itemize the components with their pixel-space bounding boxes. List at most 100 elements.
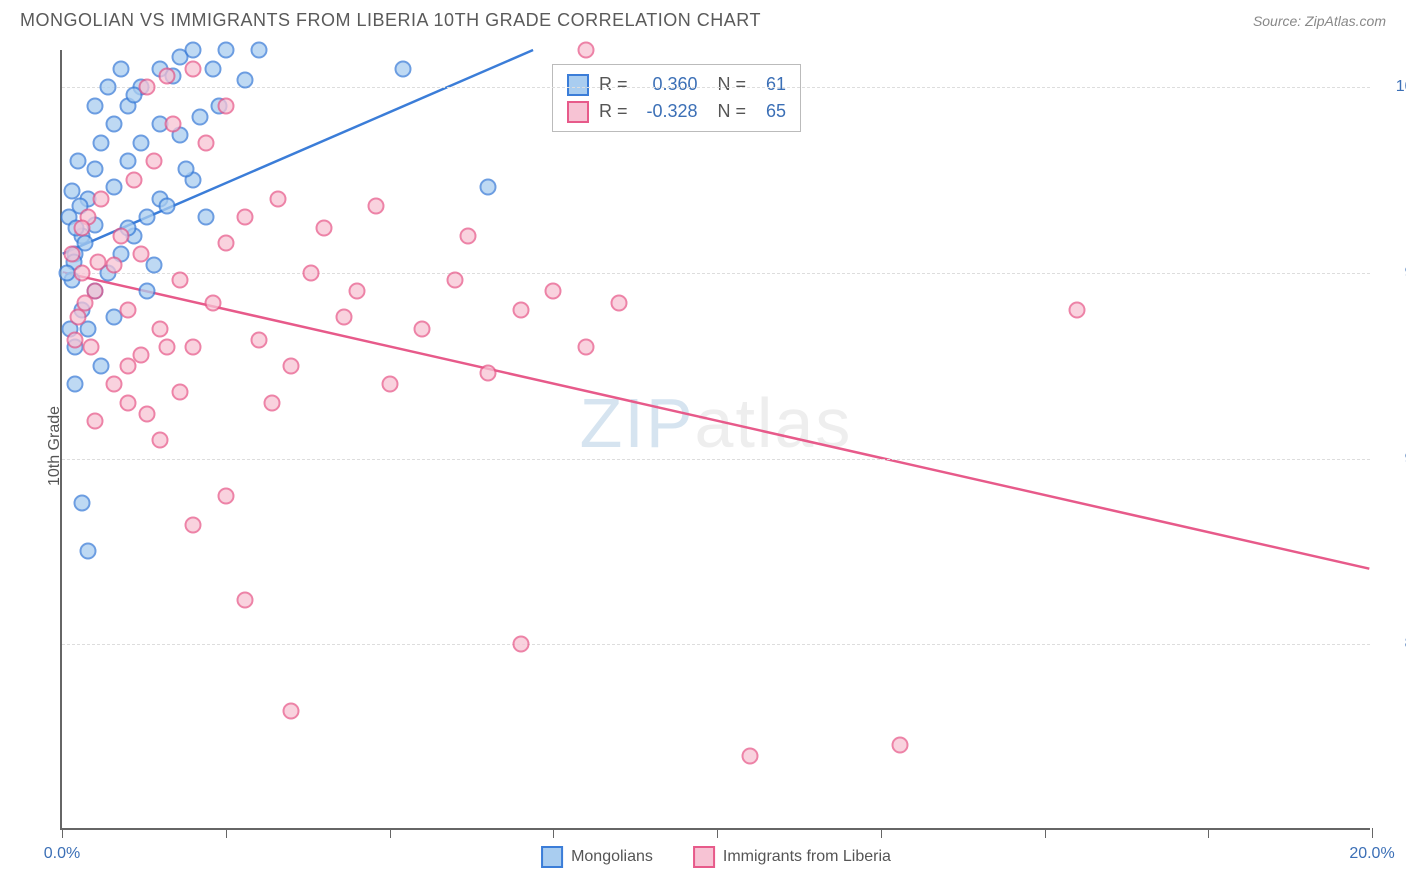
data-point [119,394,136,411]
data-point [158,339,175,356]
legend-row: R =-0.328N =65 [567,98,786,125]
data-point [185,42,202,59]
data-point [217,42,234,59]
data-point [892,736,909,753]
data-point [250,331,267,348]
data-point [145,257,162,274]
data-point [545,283,562,300]
data-point [237,209,254,226]
chart-plot-area: ZIPatlas R =0.360N =61R =-0.328N =65 Mon… [60,50,1370,830]
data-point [73,495,90,512]
data-point [139,406,156,423]
data-point [70,153,87,170]
y-tick-label: 90.0% [1380,450,1406,468]
data-point [414,320,431,337]
data-point [86,97,103,114]
data-point [93,134,110,151]
data-point [185,517,202,534]
data-point [270,190,287,207]
data-point [132,134,149,151]
x-tick [553,828,554,838]
legend-swatch [541,846,563,868]
series-legend: Mongolians Immigrants from Liberia [541,846,891,868]
data-point [145,153,162,170]
data-point [67,331,84,348]
data-point [99,79,116,96]
data-point [217,97,234,114]
data-point [512,636,529,653]
data-point [447,272,464,289]
chart-title: MONGOLIAN VS IMMIGRANTS FROM LIBERIA 10T… [20,10,761,31]
data-point [171,383,188,400]
data-point [93,190,110,207]
grid-line [62,273,1370,274]
data-point [283,703,300,720]
data-point [302,264,319,281]
legend-r-value: -0.328 [638,98,698,125]
data-point [368,198,385,215]
data-point [578,339,595,356]
data-point [198,209,215,226]
data-point [139,79,156,96]
data-point [106,376,123,393]
data-point [460,227,477,244]
legend-label: Mongolians [571,848,653,866]
legend-n-value: 61 [756,71,786,98]
x-tick [62,828,63,838]
data-point [90,253,107,270]
source-attribution: Source: ZipAtlas.com [1253,13,1386,29]
data-point [512,302,529,319]
data-point [250,42,267,59]
legend-swatch [693,846,715,868]
x-tick [1372,828,1373,838]
legend-item: Immigrants from Liberia [693,846,891,868]
data-point [86,160,103,177]
x-tick [390,828,391,838]
data-point [139,209,156,226]
data-point [76,294,93,311]
data-point [178,160,195,177]
watermark: ZIPatlas [580,383,853,463]
y-tick-label: 85.0% [1380,635,1406,653]
x-tick [226,828,227,838]
data-point [119,357,136,374]
data-point [119,153,136,170]
data-point [93,357,110,374]
trend-lines [62,50,1370,828]
legend-r-value: 0.360 [638,71,698,98]
correlation-legend: R =0.360N =61R =-0.328N =65 [552,64,801,132]
data-point [106,116,123,133]
data-point [283,357,300,374]
data-point [237,71,254,88]
data-point [106,257,123,274]
data-point [185,339,202,356]
data-point [204,60,221,77]
data-point [479,179,496,196]
data-point [479,365,496,382]
data-point [152,320,169,337]
grid-line [62,644,1370,645]
data-point [152,432,169,449]
data-point [139,283,156,300]
data-point [217,487,234,504]
data-point [335,309,352,326]
data-point [316,220,333,237]
data-point [191,108,208,125]
data-point [610,294,627,311]
data-point [165,116,182,133]
data-point [204,294,221,311]
data-point [119,302,136,319]
data-point [80,543,97,560]
data-point [132,246,149,263]
y-tick-label: 100.0% [1380,78,1406,96]
x-tick [1045,828,1046,838]
title-bar: MONGOLIAN VS IMMIGRANTS FROM LIBERIA 10T… [0,0,1406,39]
data-point [70,309,87,326]
data-point [63,246,80,263]
data-point [198,134,215,151]
data-point [86,413,103,430]
data-point [741,747,758,764]
data-point [73,264,90,281]
data-point [126,172,143,189]
legend-row: R =0.360N =61 [567,71,786,98]
